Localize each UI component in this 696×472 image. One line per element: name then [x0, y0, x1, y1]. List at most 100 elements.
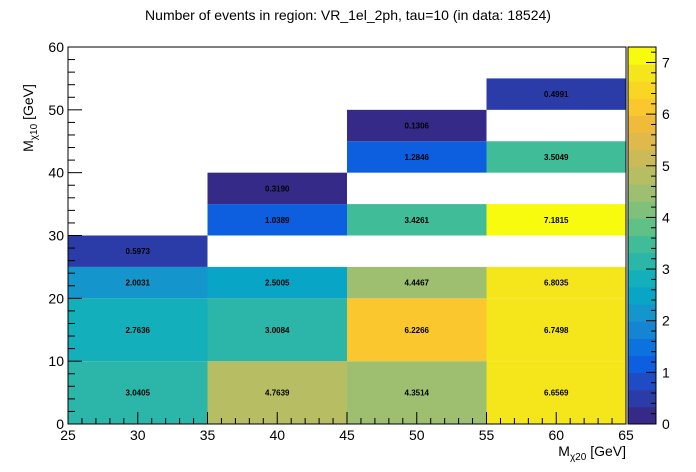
- color-scale-bin: [628, 98, 656, 117]
- heatmap-cell: [486, 141, 626, 173]
- cell-value-label: 4.7639: [265, 389, 290, 398]
- color-scale-border: [627, 46, 657, 425]
- y-axis-title: Mχ10 [GeV]: [20, 84, 40, 152]
- color-scale-bin: [628, 218, 656, 236]
- x-tick-label: 40: [269, 427, 285, 443]
- cell-value-label: 4.3514: [405, 389, 430, 398]
- color-scale-bin: [628, 304, 656, 322]
- cell-value-label: 0.4991: [544, 90, 569, 99]
- x-tick-label: 60: [548, 427, 564, 443]
- cell-value-label: 0.3190: [265, 184, 290, 193]
- y-tick-label: 60: [48, 39, 64, 55]
- y-axis: 0 10 20 30 40 50 60: [48, 39, 82, 432]
- color-scale-bin: [628, 269, 656, 288]
- heatmap-cell: [486, 204, 626, 236]
- cells-layer: 3.0405 2.7636 2.0031 0.5973 4.7639 3.0084 2.50…: [68, 78, 626, 424]
- chart-title: Number of events in region: VR_1el_2ph, …: [145, 7, 551, 23]
- cell-value-label: 3.4261: [405, 216, 430, 225]
- color-scale-bin: [628, 166, 656, 185]
- heatmap-cell: [486, 266, 626, 299]
- x-tick-label: 35: [200, 427, 216, 443]
- x-axis-title-main: M: [558, 443, 570, 459]
- color-scale-bin: [628, 149, 656, 168]
- heatmap-cell: [207, 204, 347, 236]
- color-scale-bin: [628, 235, 656, 254]
- cell-value-label: 3.0084: [265, 326, 290, 335]
- z-tick-label: 7: [662, 54, 670, 70]
- heatmap-cell: [347, 141, 487, 173]
- cell-value-label: 0.5973: [126, 247, 151, 256]
- x-tick-label: 65: [618, 427, 634, 443]
- cell-value-label: 1.0389: [265, 216, 290, 225]
- y-axis-title-unit: [GeV]: [20, 84, 36, 124]
- heatmap-cell: [68, 266, 208, 299]
- y-tick-label: 20: [48, 290, 64, 306]
- x-axis-title: Mχ20 [GeV]: [558, 443, 626, 463]
- cell-value-label: 4.4467: [405, 279, 430, 288]
- z-tick-label: 5: [662, 158, 670, 174]
- heatmap-cell: [347, 204, 487, 236]
- z-tick-label: 6: [662, 106, 670, 122]
- cell-value-label: 6.7498: [544, 326, 569, 335]
- z-tick-label: 2: [662, 313, 670, 329]
- cell-value-label: 2.5005: [265, 279, 290, 288]
- heatmap-cell: [207, 172, 347, 205]
- cell-value-label: 2.7636: [126, 326, 151, 335]
- z-tick-label: 3: [662, 261, 670, 277]
- color-scale-bin: [628, 201, 656, 219]
- cell-value-label: 3.5049: [544, 153, 569, 162]
- x-axis-title-unit: [GeV]: [586, 443, 626, 459]
- heatmap-cell: [207, 266, 347, 299]
- heatmap-cell: [347, 266, 487, 299]
- color-scale-bin: [628, 389, 656, 408]
- cell-value-label: 1.2846: [405, 153, 430, 162]
- heatmap-cell: [68, 298, 208, 362]
- cell-value-label: 6.8035: [544, 279, 569, 288]
- x-axis: 25 30 35 40 45 50 55 60 65: [60, 412, 634, 443]
- heatmap-cell: [486, 78, 626, 110]
- color-scale-bin: [628, 338, 656, 356]
- heatmap-cell: [347, 298, 487, 362]
- color-scale-bin: [628, 355, 656, 374]
- color-scale-bin: [628, 252, 656, 271]
- z-tick-label: 0: [662, 416, 670, 432]
- x-axis-title-sub: χ20: [570, 452, 587, 463]
- color-scale-bin: [628, 321, 656, 339]
- x-tick-label: 30: [130, 427, 146, 443]
- cell-value-label: 0.1306: [405, 122, 430, 131]
- color-scale-bin: [628, 132, 656, 151]
- z-tick-label: 4: [662, 209, 670, 225]
- y-tick-label: 50: [48, 102, 64, 118]
- y-tick-label: 30: [48, 228, 64, 244]
- cell-value-label: 6.2266: [405, 326, 430, 335]
- color-scale-bin: [628, 81, 656, 99]
- color-scale-bin: [628, 406, 656, 425]
- color-scale-bin: [628, 286, 656, 305]
- y-axis-title-main: M: [20, 140, 36, 152]
- cell-value-label: 3.0405: [126, 389, 151, 398]
- x-tick-label: 50: [409, 427, 425, 443]
- color-scale-bin: [628, 372, 656, 391]
- x-tick-label: 25: [60, 427, 76, 443]
- y-tick-label: 0: [56, 416, 64, 432]
- color-scale: 0 1 2 3 4 5 6 7: [627, 46, 670, 432]
- heatmap-cell: [486, 298, 626, 362]
- color-scale-bin: [628, 115, 656, 134]
- cell-value-label: 6.6569: [544, 389, 569, 398]
- color-scale-bin: [628, 47, 656, 65]
- y-axis-title-sub: χ10: [29, 123, 40, 140]
- y-tick-label: 10: [48, 353, 64, 369]
- color-scale-bin: [628, 64, 656, 82]
- x-tick-label: 55: [479, 427, 495, 443]
- z-tick-label: 1: [662, 364, 670, 380]
- cell-value-label: 2.0031: [126, 279, 151, 288]
- y-tick-label: 40: [48, 165, 64, 181]
- heatmap-cell: [207, 298, 347, 362]
- color-scale-bin: [628, 184, 656, 202]
- heatmap-cell: [347, 109, 487, 142]
- heatmap-cell: [68, 235, 208, 267]
- cell-value-label: 7.1815: [544, 216, 569, 225]
- x-tick-label: 45: [339, 427, 355, 443]
